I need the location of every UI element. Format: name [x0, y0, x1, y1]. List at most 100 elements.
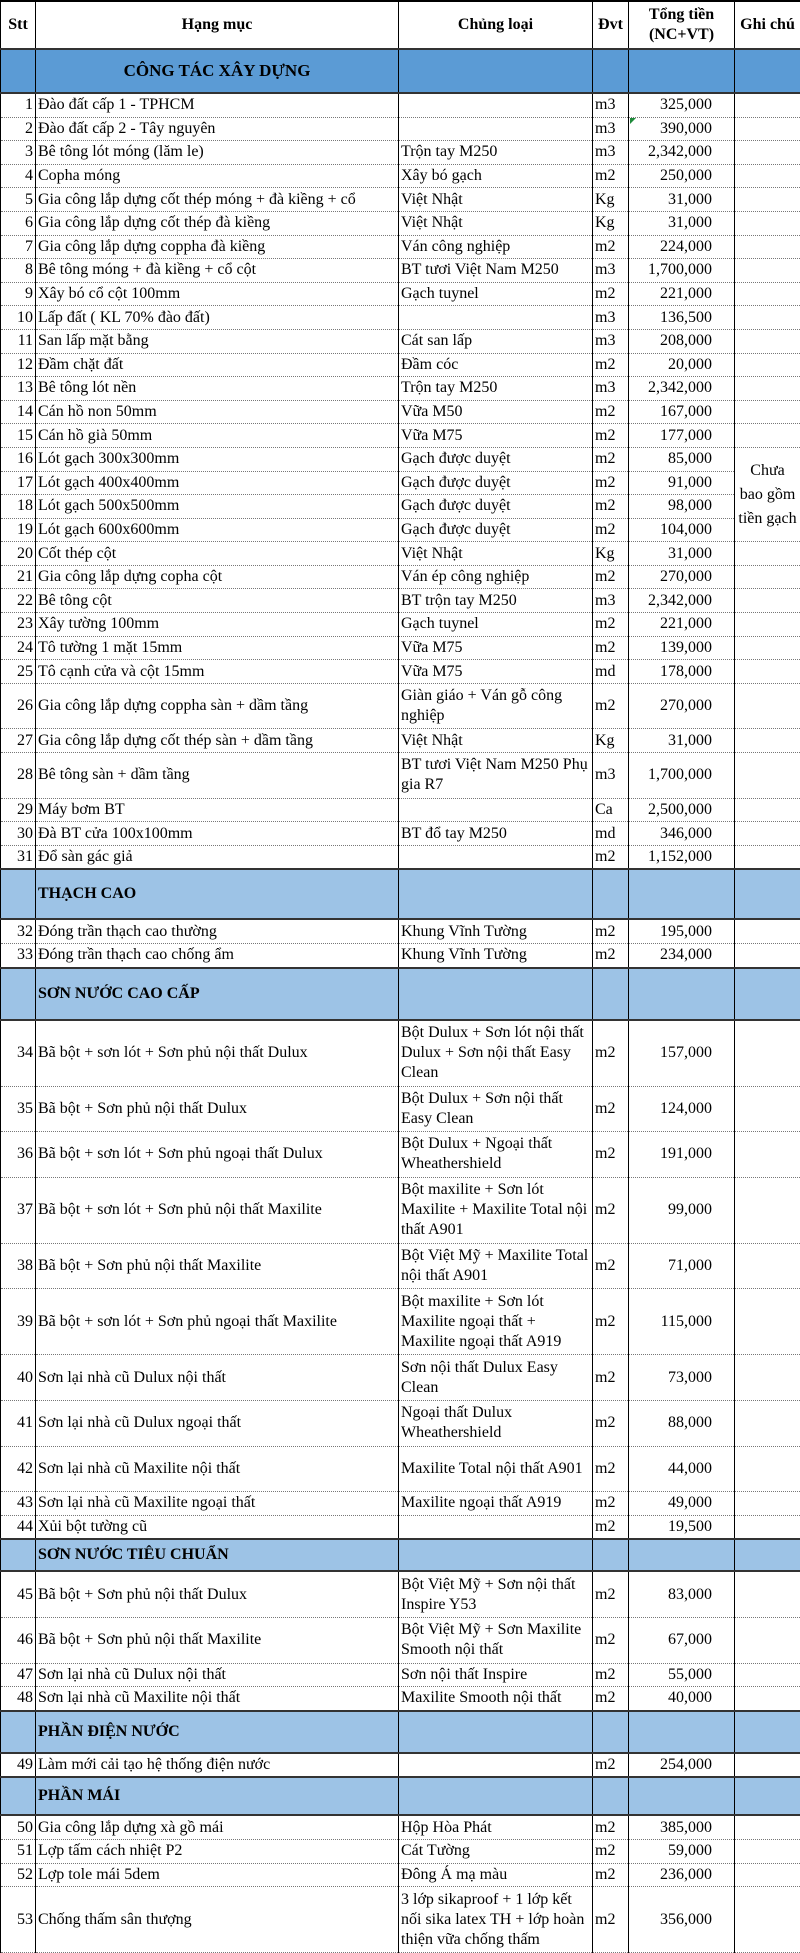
section-empty-cell	[735, 49, 800, 93]
stt-cell: 9	[1, 282, 36, 306]
note-cell	[735, 1687, 800, 1711]
item-cell: Đầm chặt đất	[36, 353, 399, 377]
unit-cell: Kg	[593, 542, 629, 566]
total-value: 254,000	[660, 1756, 712, 1773]
note-cell	[735, 1446, 800, 1492]
total-value: 49,000	[668, 1494, 712, 1511]
type-cell: Ván công nghiệp	[399, 235, 593, 259]
total-value: 73,000	[668, 1369, 712, 1386]
note-cell	[735, 1289, 800, 1355]
item-cell: Đào đất cấp 1 - TPHCM	[36, 93, 399, 117]
total-value: 115,000	[661, 1313, 712, 1330]
unit-cell: m3	[593, 259, 629, 283]
unit-cell: m2	[593, 353, 629, 377]
total-value: 234,000	[660, 946, 712, 963]
total-cell: 2,500,000	[629, 798, 735, 822]
section-title: PHẦN ĐIỆN NƯỚC	[36, 1711, 399, 1753]
item-cell: Xủi bột tường cũ	[36, 1515, 399, 1539]
unit-cell: m2	[593, 919, 629, 943]
item-cell: Cán hồ già 50mm	[36, 424, 399, 448]
stt-cell: 49	[1, 1753, 36, 1778]
unit-cell: m2	[593, 1863, 629, 1887]
item-cell: Bê tông cột	[36, 589, 399, 613]
total-cell: 208,000	[629, 329, 735, 353]
total-cell: 139,000	[629, 636, 735, 660]
note-cell	[735, 613, 800, 637]
total-value: 139,000	[660, 639, 712, 656]
type-cell	[399, 845, 593, 869]
total-value: 191,000	[660, 1145, 712, 1162]
total-cell: 234,000	[629, 944, 735, 968]
total-value: 83,000	[668, 1586, 712, 1603]
item-cell: Lót gạch 300x300mm	[36, 447, 399, 471]
note-cell	[735, 1839, 800, 1863]
stt-cell: 42	[1, 1446, 36, 1492]
item-cell: Bê tông móng + đà kiềng + cổ cột	[36, 259, 399, 283]
unit-cell: m2	[593, 400, 629, 424]
unit-cell: m2	[593, 1571, 629, 1617]
note-cell	[735, 1815, 800, 1839]
total-cell: 250,000	[629, 164, 735, 188]
unit-cell: Kg	[593, 729, 629, 753]
error-indicator-icon	[630, 118, 636, 124]
total-cell: 254,000	[629, 1753, 735, 1778]
type-cell: Ngoại thất Dulux Wheathershield	[399, 1400, 593, 1446]
item-cell: Lợp tấm cách nhiệt P2	[36, 1839, 399, 1863]
total-value: 136,500	[660, 309, 712, 326]
item-cell: Bê tông lót nền	[36, 377, 399, 401]
section-title: CÔNG TÁC XÂY DỰNG	[36, 49, 399, 93]
note-cell	[735, 235, 800, 259]
note-cell	[735, 259, 800, 283]
stt-cell: 53	[1, 1887, 36, 1953]
stt-cell: 44	[1, 1515, 36, 1539]
total-cell: 1,700,000	[629, 753, 735, 799]
item-cell: Đóng trần thạch cao chống ẩm	[36, 944, 399, 968]
section-title: SƠN NƯỚC TIÊU CHUẨN	[36, 1539, 399, 1571]
total-value: 85,000	[668, 450, 712, 467]
type-cell	[399, 798, 593, 822]
stt-cell: 13	[1, 377, 36, 401]
unit-cell: m3	[593, 377, 629, 401]
stt-cell: 22	[1, 589, 36, 613]
type-cell: Bột maxilite + Sơn lót Maxilite + Maxili…	[399, 1177, 593, 1243]
note-cell	[735, 660, 800, 684]
unit-cell: m2	[593, 1815, 629, 1839]
type-cell: Xây bó gạch	[399, 164, 593, 188]
total-value: 67,000	[668, 1631, 712, 1648]
section-empty-cell	[399, 1711, 593, 1753]
total-value: 236,000	[660, 1866, 712, 1883]
header-stt: Stt	[1, 1, 36, 49]
item-cell: Tô cạnh cửa và cột 15mm	[36, 660, 399, 684]
total-cell: 2,342,000	[629, 377, 735, 401]
unit-cell: m2	[593, 282, 629, 306]
total-value: 124,000	[660, 1100, 712, 1117]
note-cell	[735, 1020, 800, 1087]
type-cell: 3 lớp sikaproof + 1 lớp kết nối sika lat…	[399, 1887, 593, 1953]
unit-cell: m2	[593, 1515, 629, 1539]
note-cell	[735, 1887, 800, 1953]
section-title: PHẦN MÁI	[36, 1777, 399, 1815]
note-cell	[735, 845, 800, 869]
type-cell: Trộn tay M250	[399, 377, 593, 401]
note-cell	[735, 377, 800, 401]
note-cell: Chưa bao gồm tiền gạch	[735, 447, 800, 541]
type-cell: Maxilite Total nội thất A901	[399, 1446, 593, 1492]
type-cell: BT đổ tay M250	[399, 822, 593, 846]
section-header: PHẦN ĐIỆN NƯỚC	[1, 1711, 800, 1753]
unit-cell: md	[593, 660, 629, 684]
section-empty-cell	[399, 1777, 593, 1815]
total-cell: 1,700,000	[629, 259, 735, 283]
total-cell: 1,152,000	[629, 845, 735, 869]
total-cell: 157,000	[629, 1020, 735, 1087]
unit-cell: m2	[593, 471, 629, 495]
total-value: 224,000	[660, 238, 712, 255]
stt-cell: 8	[1, 259, 36, 283]
unit-cell: m2	[593, 1086, 629, 1132]
stt-cell: 47	[1, 1663, 36, 1687]
stt-cell: 31	[1, 845, 36, 869]
